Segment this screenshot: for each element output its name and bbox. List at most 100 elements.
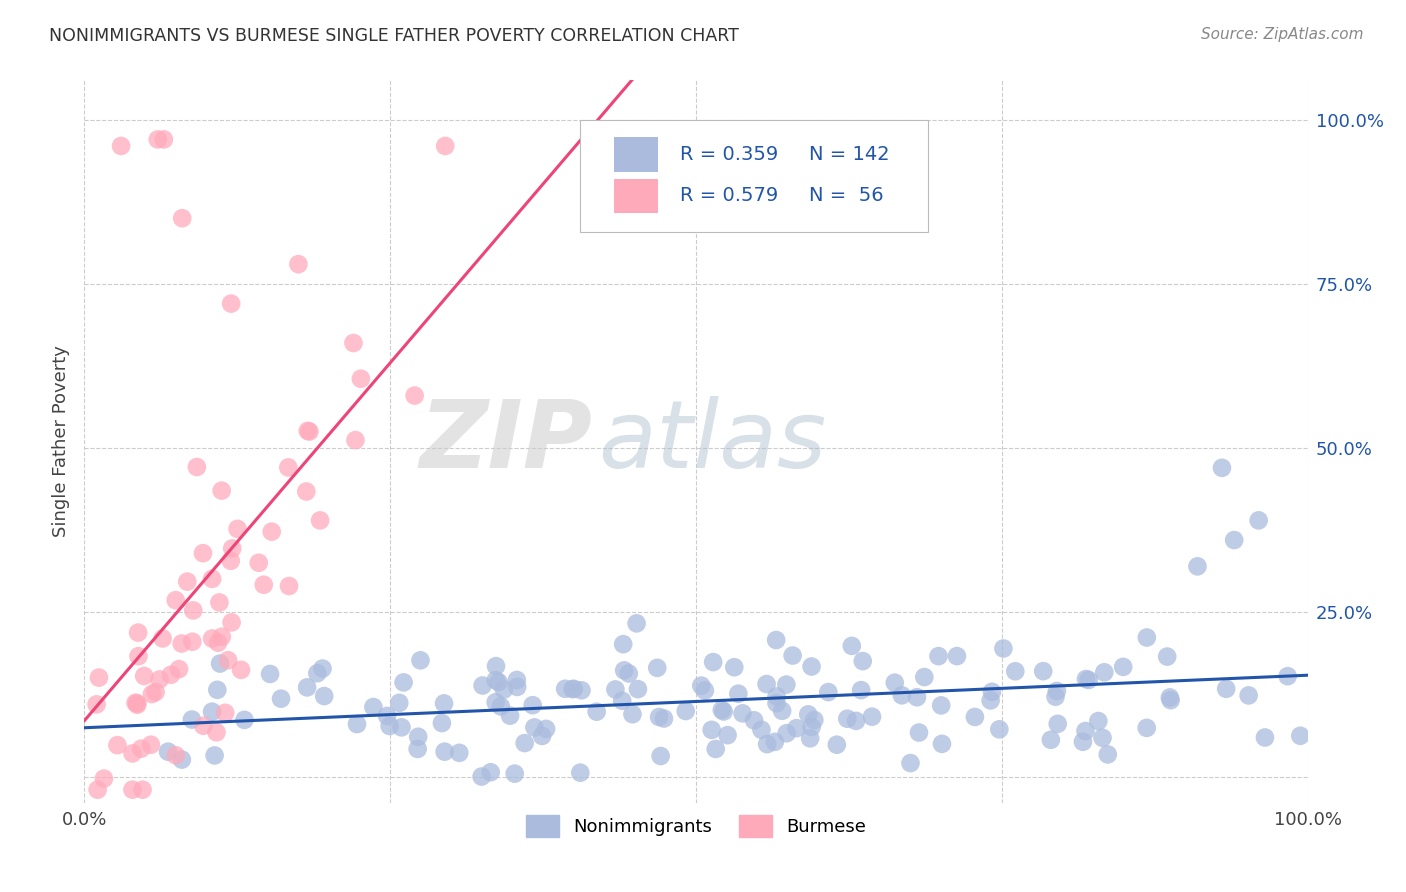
Point	[152, 632, 174, 646]
Point	[176, 574, 198, 589]
Point	[124, 696, 146, 710]
Point	[765, 633, 787, 648]
Point	[208, 595, 231, 609]
Point	[160, 667, 183, 681]
Text: R = 0.579: R = 0.579	[681, 186, 779, 205]
Legend: Nonimmigrants, Burmese: Nonimmigrants, Burmese	[519, 808, 873, 845]
Point	[233, 713, 256, 727]
Point	[471, 770, 494, 784]
Point	[1136, 631, 1159, 645]
Point	[1039, 732, 1062, 747]
Point	[1045, 690, 1067, 704]
Point	[1046, 684, 1069, 698]
Point	[247, 556, 270, 570]
Point	[883, 675, 905, 690]
Text: atlas: atlas	[598, 396, 827, 487]
Point	[799, 731, 821, 746]
Point	[170, 636, 193, 650]
Point	[409, 653, 432, 667]
Point	[693, 683, 716, 698]
Point	[153, 132, 176, 146]
Point	[1032, 664, 1054, 678]
Point	[277, 460, 299, 475]
Point	[763, 735, 786, 749]
Point	[201, 632, 224, 646]
Point	[841, 639, 863, 653]
Point	[613, 664, 636, 678]
Y-axis label: Single Father Poverty: Single Father Poverty	[52, 345, 70, 538]
Point	[776, 726, 799, 740]
Point	[751, 723, 773, 737]
Point	[295, 681, 318, 695]
Point	[499, 708, 522, 723]
Text: N =  56: N = 56	[808, 186, 883, 205]
Point	[298, 425, 321, 439]
Point	[905, 690, 928, 705]
Point	[704, 742, 727, 756]
Point	[782, 648, 804, 663]
Point	[209, 657, 232, 671]
Point	[612, 637, 634, 651]
Point	[211, 630, 233, 644]
Point	[1223, 533, 1246, 547]
Point	[344, 433, 367, 447]
Point	[1289, 729, 1312, 743]
Text: ZIP: ZIP	[419, 395, 592, 488]
Text: N = 142: N = 142	[808, 145, 889, 164]
Point	[141, 687, 163, 701]
Point	[485, 695, 508, 709]
Point	[1159, 690, 1181, 705]
Point	[388, 696, 411, 710]
Point	[430, 716, 453, 731]
Point	[139, 738, 162, 752]
Point	[800, 659, 823, 673]
Point	[797, 707, 820, 722]
Point	[375, 709, 398, 723]
Text: Source: ZipAtlas.com: Source: ZipAtlas.com	[1201, 27, 1364, 42]
Point	[1077, 673, 1099, 687]
Point	[523, 720, 546, 734]
Point	[645, 661, 668, 675]
Point	[690, 679, 713, 693]
Point	[980, 693, 1002, 707]
Point	[993, 641, 1015, 656]
Point	[342, 336, 364, 351]
Point	[406, 742, 429, 756]
Point	[605, 682, 627, 697]
Point	[134, 669, 156, 683]
Text: NONIMMIGRANTS VS BURMESE SINGLE FATHER POVERTY CORRELATION CHART: NONIMMIGRANTS VS BURMESE SINGLE FATHER P…	[49, 27, 740, 45]
Point	[569, 765, 592, 780]
Point	[963, 710, 986, 724]
Point	[929, 698, 952, 713]
Point	[710, 703, 733, 717]
Point	[534, 722, 557, 736]
Point	[1277, 669, 1299, 683]
Point	[755, 677, 778, 691]
Point	[217, 653, 239, 667]
Point	[127, 625, 149, 640]
Point	[363, 700, 385, 714]
Point	[702, 655, 724, 669]
Point	[434, 139, 457, 153]
Point	[617, 666, 640, 681]
Point	[391, 720, 413, 734]
Point	[825, 738, 848, 752]
Point	[1247, 513, 1270, 527]
Point	[221, 615, 243, 630]
Point	[756, 737, 779, 751]
Point	[193, 719, 215, 733]
Point	[890, 688, 912, 702]
Point	[845, 714, 868, 728]
Point	[1074, 724, 1097, 739]
Point	[742, 714, 765, 728]
Point	[86, 698, 108, 712]
Point	[1046, 716, 1069, 731]
Point	[314, 689, 336, 703]
Point	[207, 682, 229, 697]
Point	[170, 753, 193, 767]
Point	[172, 211, 194, 226]
Point	[211, 483, 233, 498]
Point	[803, 713, 825, 727]
Point	[121, 782, 143, 797]
Point	[1160, 693, 1182, 707]
